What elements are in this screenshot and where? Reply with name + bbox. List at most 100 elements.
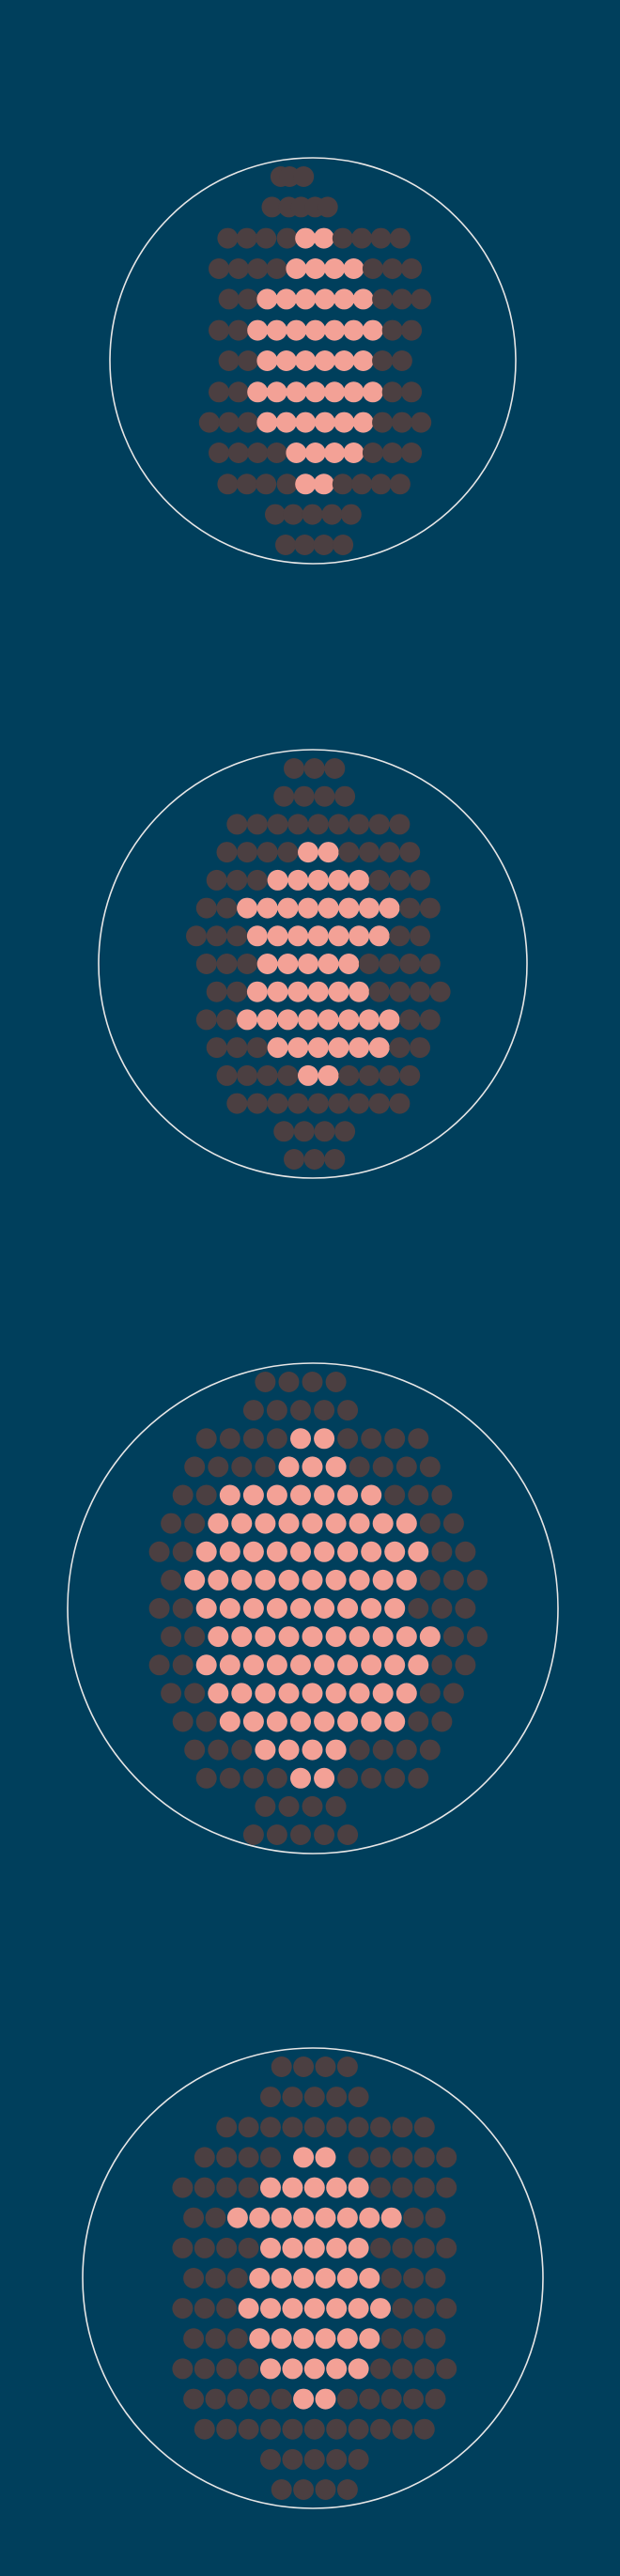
dot-highlighted [336,2328,358,2350]
dot-highlighted [328,1037,349,1059]
dot [195,1428,217,1450]
dot-highlighted [290,1541,311,1562]
dot [431,1654,453,1676]
dot-highlighted [290,1598,311,1619]
dot-highlighted [352,350,374,371]
dot [361,1767,382,1789]
dot [361,1428,382,1450]
dot-highlighted [219,1598,240,1619]
dot-highlighted [328,869,349,891]
dot-highlighted [247,381,269,403]
dot [219,1767,240,1789]
dot-highlighted [290,1767,311,1789]
dot [401,258,423,279]
dot-highlighted [255,1626,276,1648]
dot-highlighted [419,1626,441,1648]
dot-highlighted [315,2147,336,2168]
dot [216,842,238,863]
dot [338,1064,360,1086]
dot-highlighted [314,1767,335,1789]
dot-highlighted [314,350,335,371]
dot [368,1093,390,1114]
dot [348,2418,369,2440]
dot [184,1513,206,1534]
dot [370,473,392,495]
dot-highlighted [408,1541,429,1562]
dot [256,842,278,863]
dot-highlighted [337,1654,359,1676]
dot-highlighted [247,319,269,341]
dot-highlighted [208,1569,229,1591]
dot [266,1428,287,1450]
dot [303,2087,325,2108]
dot-highlighted [277,1009,299,1031]
dot-highlighted [358,897,380,919]
dot-highlighted [307,925,329,947]
dot [338,842,360,863]
dot [293,2056,315,2077]
dot [172,1598,194,1619]
dot-highlighted [267,981,288,1002]
dot [217,473,239,495]
dot-highlighted [231,1569,253,1591]
dot-highlighted [326,2358,348,2380]
dot [348,2448,369,2470]
dot [392,2418,413,2440]
dot [302,1372,323,1392]
dot-highlighted [372,1513,394,1534]
dot [184,1456,206,1478]
dot [208,1739,229,1761]
dot-highlighted [208,1683,229,1704]
dot [282,2448,303,2470]
dot-highlighted [358,1009,380,1031]
dot-highlighted [278,1739,300,1761]
dot [260,2418,281,2440]
dot [349,1093,370,1114]
dot [442,1513,464,1534]
dot [333,535,354,555]
dot [317,196,338,218]
dot-highlighted [326,2177,348,2198]
dot [303,2418,325,2440]
dot [216,1064,238,1086]
dot [370,2177,391,2198]
dot [266,1400,287,1421]
dot [287,814,309,835]
dot-highlighted [293,2328,315,2350]
dot-highlighted [266,1598,287,1619]
dot [216,2237,238,2258]
dot [208,1456,229,1478]
dot [411,288,432,310]
dot-highlighted [314,1598,335,1619]
dot [395,1456,417,1478]
dot-highlighted [324,258,346,279]
dot-highlighted [314,411,335,433]
dot [332,227,353,249]
dot [172,1541,194,1562]
dot [282,2117,303,2138]
dot-highlighted [338,1009,360,1031]
dot [242,1428,264,1450]
dot-highlighted [352,411,374,433]
dot-highlighted [286,381,307,403]
dot [242,1767,264,1789]
dot-highlighted [338,897,360,919]
dot [425,2207,446,2228]
dot [431,1711,453,1732]
dot [359,2388,380,2410]
dot-highlighted [359,2328,380,2350]
dot [392,2298,413,2320]
dot [226,981,248,1002]
dot-highlighted [343,381,364,403]
dot [351,473,373,495]
dot [237,1064,258,1086]
dot-highlighted [349,1626,370,1648]
dot [195,1711,217,1732]
dot-highlighted [349,1037,370,1059]
dot-highlighted [343,319,364,341]
dot [216,2418,238,2440]
dot-highlighted [314,1484,335,1506]
dot [370,2358,391,2380]
dot-highlighted [337,1484,359,1506]
dot [216,2358,238,2380]
